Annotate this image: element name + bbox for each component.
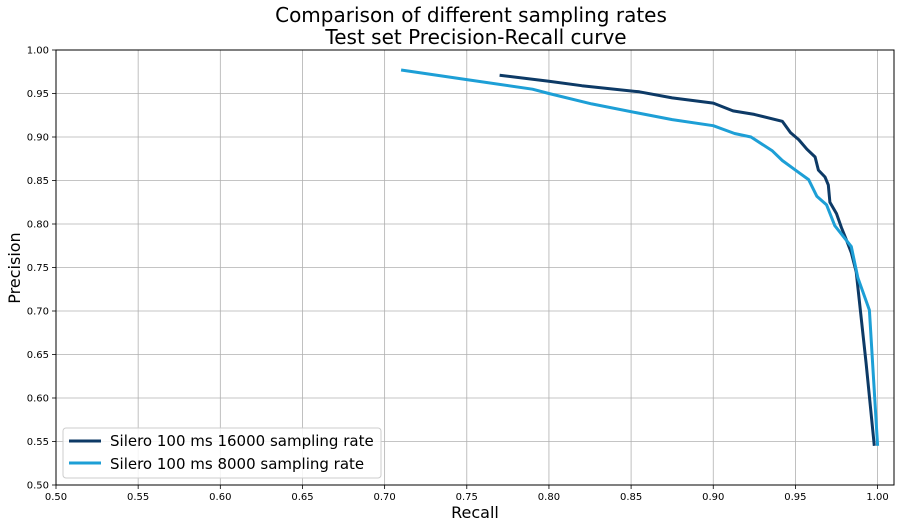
y-tick-label: 0.60 bbox=[27, 394, 49, 405]
series-line-8000 bbox=[400, 68, 880, 446]
y-tick-label: 0.70 bbox=[27, 307, 49, 318]
chart-subtitle: Test set Precision-Recall curve bbox=[324, 25, 626, 49]
x-tick-label: 0.60 bbox=[209, 492, 231, 503]
x-tick-label: 0.55 bbox=[127, 492, 149, 503]
x-tick-label: 0.65 bbox=[291, 492, 313, 503]
legend: Silero 100 ms 16000 sampling rate Silero… bbox=[62, 427, 382, 479]
y-tick-label: 0.75 bbox=[27, 263, 49, 274]
x-tick-label: 0.70 bbox=[373, 492, 395, 503]
y-tick-label: 0.80 bbox=[27, 220, 49, 231]
legend-label-16000: Silero 100 ms 16000 sampling rate bbox=[110, 432, 374, 450]
chart-title: Comparison of different sampling rates bbox=[275, 3, 667, 27]
x-tick-label: 0.75 bbox=[456, 492, 478, 503]
x-tick-label: 0.50 bbox=[45, 492, 67, 503]
series-lines bbox=[400, 68, 880, 446]
y-axis-label: Precision bbox=[5, 232, 24, 303]
x-tick-label: 0.85 bbox=[620, 492, 642, 503]
legend-label-8000: Silero 100 ms 8000 sampling rate bbox=[110, 455, 364, 473]
x-tick-label: 0.80 bbox=[538, 492, 560, 503]
y-tick-label: 0.90 bbox=[27, 133, 49, 144]
y-tick-label: 0.50 bbox=[27, 481, 49, 492]
x-axis-ticks: 0.50 0.55 0.60 0.65 0.70 0.75 0.80 0.85 0.90 0.95… bbox=[45, 485, 889, 503]
x-tick-label: 0.95 bbox=[784, 492, 806, 503]
y-axis-ticks: 0.50 0.55 0.60 0.65 0.70 0.75 0.80 0.85 0.90 0.95… bbox=[27, 46, 56, 492]
x-tick-label: 0.90 bbox=[702, 492, 724, 503]
x-tick-label: 1.00 bbox=[866, 492, 888, 503]
y-tick-label: 0.65 bbox=[27, 350, 49, 361]
y-tick-label: 0.95 bbox=[27, 89, 49, 100]
x-axis-label: Recall bbox=[451, 503, 499, 522]
y-tick-label: 0.85 bbox=[27, 176, 49, 187]
y-tick-label: 1.00 bbox=[27, 46, 49, 57]
y-tick-label: 0.55 bbox=[27, 437, 49, 448]
legend-box bbox=[62, 427, 382, 479]
